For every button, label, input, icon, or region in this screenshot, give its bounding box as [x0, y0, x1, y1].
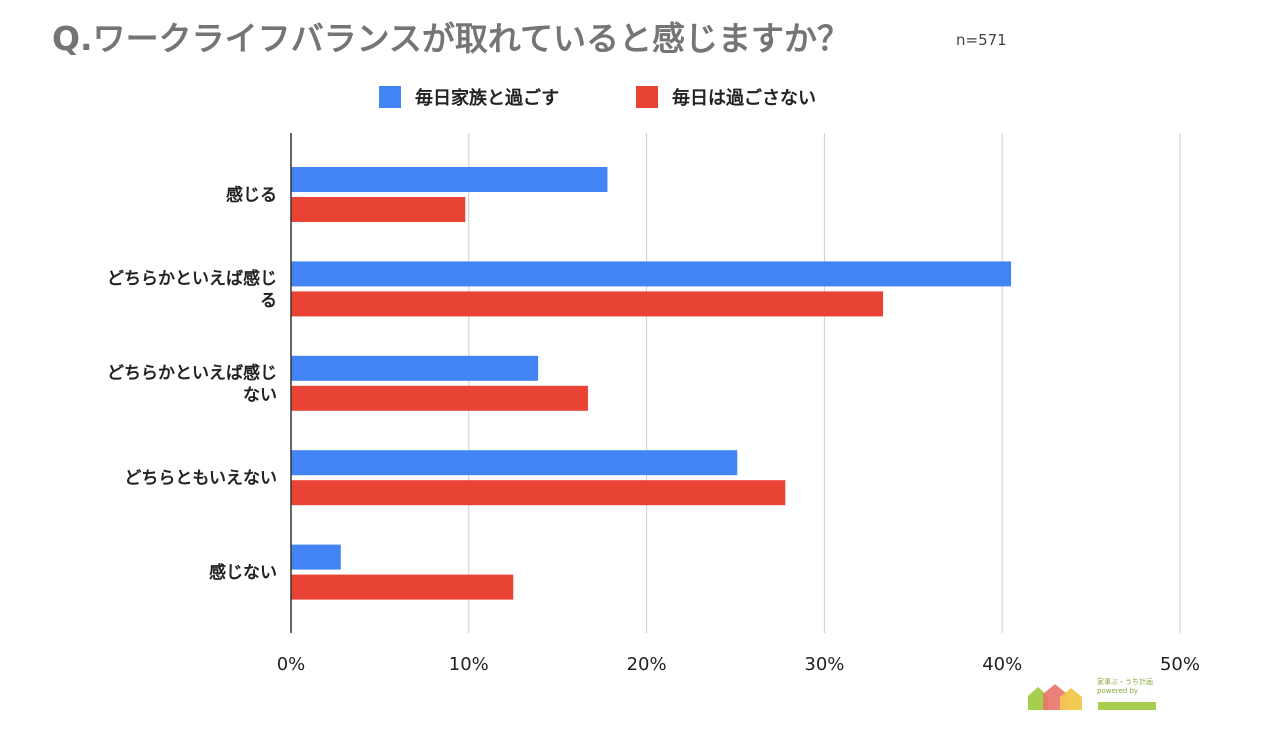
bar — [291, 261, 1012, 287]
category-label: 感じない — [209, 562, 277, 583]
category-label: どちらかといえば感じ — [107, 268, 277, 289]
bar — [291, 291, 884, 317]
x-tick-label: 30% — [804, 654, 844, 675]
legend: 毎日家族と過ごす 毎日は過ごさない — [0, 84, 1286, 110]
bar — [291, 355, 539, 381]
category-label: る — [260, 291, 277, 311]
bar — [291, 385, 588, 411]
bar — [291, 167, 608, 192]
legend-swatch-series1 — [379, 86, 401, 108]
bar — [291, 450, 738, 476]
x-tick-label: 0% — [277, 654, 306, 675]
x-tick-label: 50% — [1160, 654, 1200, 675]
bar — [291, 544, 341, 570]
legend-item-series2: 毎日は過ごさない — [636, 84, 816, 110]
x-tick-label: 10% — [449, 654, 489, 675]
category-label: ない — [243, 385, 277, 405]
legend-item-series1: 毎日家族と過ごす — [379, 84, 559, 110]
category-label: 感じる — [226, 185, 277, 206]
sample-size: n=571 — [956, 31, 1007, 49]
x-tick-label: 20% — [627, 654, 667, 675]
azway-logo — [1028, 684, 1156, 710]
bar — [291, 197, 466, 222]
bar — [291, 574, 514, 600]
category-label: どちらともいえない — [124, 469, 277, 489]
bar — [291, 480, 786, 506]
logo-caption: 家事ぶ・うち計画 powered by — [1097, 678, 1153, 695]
chart-title: Q.ワークライフバランスが取れていると感じますか？ — [52, 19, 850, 58]
category-label: どちらかといえば感じ — [107, 362, 277, 383]
legend-swatch-series2 — [636, 86, 658, 108]
legend-label-series1: 毎日家族と過ごす — [415, 88, 560, 109]
x-tick-label: 40% — [982, 654, 1022, 675]
legend-label-series2: 毎日は過ごさない — [672, 88, 816, 109]
